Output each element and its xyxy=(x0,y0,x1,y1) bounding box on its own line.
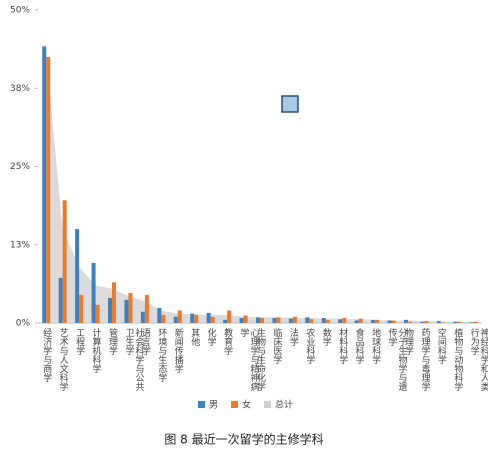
x-tick-label: 药理学与毒理学 xyxy=(419,328,430,391)
bar xyxy=(325,319,330,323)
bar xyxy=(177,310,182,323)
bar xyxy=(239,317,244,323)
bar xyxy=(276,317,281,323)
x-tick-label: 语言学 xyxy=(139,328,150,355)
x-tick-label: 计算机科学 xyxy=(90,328,101,373)
bar xyxy=(161,314,166,323)
x-tick-label: 分子生物学与遗传学 xyxy=(386,328,407,391)
bar xyxy=(342,317,347,323)
bar xyxy=(75,229,80,323)
bar xyxy=(292,316,297,323)
x-tick-label: 社会科学与公共卫生学 xyxy=(123,328,144,391)
x-tick-label: 经济学与商学 xyxy=(41,328,52,382)
legend-label: 总计 xyxy=(275,399,293,411)
bar xyxy=(473,321,478,323)
x-tick-label: 神经科学和人类行为学 xyxy=(468,328,488,391)
x-tick-label: 化学 xyxy=(205,328,216,346)
x-tick-label: 临床医学 xyxy=(271,328,282,364)
x-tick-label: 植物与动物科学 xyxy=(452,328,463,391)
bar xyxy=(58,277,63,323)
x-tick-label: 数学 xyxy=(320,328,331,346)
area xyxy=(46,53,474,323)
bar xyxy=(79,294,84,323)
y-tick-label: 25% xyxy=(10,162,30,172)
bar xyxy=(424,321,429,323)
bar xyxy=(42,46,47,324)
x-tick-label: 工程学 xyxy=(74,328,85,355)
bar xyxy=(288,318,293,323)
x-tick-label: 物理学 xyxy=(403,328,413,355)
bar xyxy=(62,200,67,323)
bar xyxy=(112,282,116,323)
y-tick-label: 13% xyxy=(10,240,30,250)
bar xyxy=(338,319,343,323)
bar xyxy=(95,304,100,323)
x-tick-label: 法学 xyxy=(287,328,298,346)
bar xyxy=(190,313,195,323)
x-tick-label: 教育学 xyxy=(222,328,233,355)
x-tick-label: 其他 xyxy=(189,328,200,346)
x-tick-label: 环境与生态学 xyxy=(156,328,167,382)
bar xyxy=(140,311,145,323)
x-tick-label: 新闻传播学 xyxy=(172,328,183,373)
legend-marker xyxy=(198,401,205,408)
bar xyxy=(321,317,326,323)
bar xyxy=(223,319,228,323)
bar xyxy=(243,315,248,323)
bar xyxy=(144,294,149,323)
bar xyxy=(387,320,392,323)
bar xyxy=(124,299,129,323)
legend-marker xyxy=(264,401,272,408)
x-tick-label: 空间科学 xyxy=(435,328,446,364)
bar xyxy=(457,321,462,323)
y-tick-label: 50% xyxy=(10,6,30,16)
legend-label: 男 xyxy=(209,400,218,411)
bar xyxy=(436,321,441,323)
bar xyxy=(358,318,363,323)
bar xyxy=(453,321,458,323)
x-tick-label: 心理学与精神病学 xyxy=(238,328,259,391)
bar xyxy=(404,319,408,323)
x-tick-label: 材料科学 xyxy=(337,328,348,364)
x-tick-label: 食品科学 xyxy=(353,328,364,364)
y-tick-label: 0% xyxy=(16,319,31,329)
bar xyxy=(371,319,376,323)
bar xyxy=(305,317,310,323)
bar xyxy=(420,321,425,323)
bar xyxy=(408,321,412,323)
bar xyxy=(260,317,264,323)
bar xyxy=(206,312,211,323)
x-tick-label: 艺术与人文科学 xyxy=(57,328,68,391)
bar xyxy=(375,319,380,323)
bar xyxy=(469,322,474,323)
bar xyxy=(194,314,199,323)
x-tick-label: 管理学 xyxy=(107,328,117,355)
x-tick-label: 地球科学 xyxy=(370,328,381,364)
legend-marker xyxy=(231,401,239,408)
chart-title: 图 8 最近一次留学的主修学科 xyxy=(164,432,323,447)
bar xyxy=(391,320,396,323)
bar xyxy=(272,317,277,323)
bar xyxy=(46,56,51,323)
x-tick-label: 农业科学 xyxy=(304,328,315,364)
bar xyxy=(108,297,112,323)
bar xyxy=(157,307,162,323)
bar xyxy=(210,316,215,323)
x-tick-label: 生物与生命化学 xyxy=(255,328,265,391)
legend-label: 女 xyxy=(242,399,251,411)
marker-box xyxy=(281,95,299,113)
bar xyxy=(256,317,260,323)
y-tick-label: 38% xyxy=(10,84,30,94)
bar xyxy=(440,322,445,323)
bar xyxy=(128,292,133,323)
bar xyxy=(173,316,178,323)
bar xyxy=(91,262,96,323)
bar xyxy=(354,320,359,323)
bar xyxy=(309,319,314,323)
bar xyxy=(227,310,232,323)
